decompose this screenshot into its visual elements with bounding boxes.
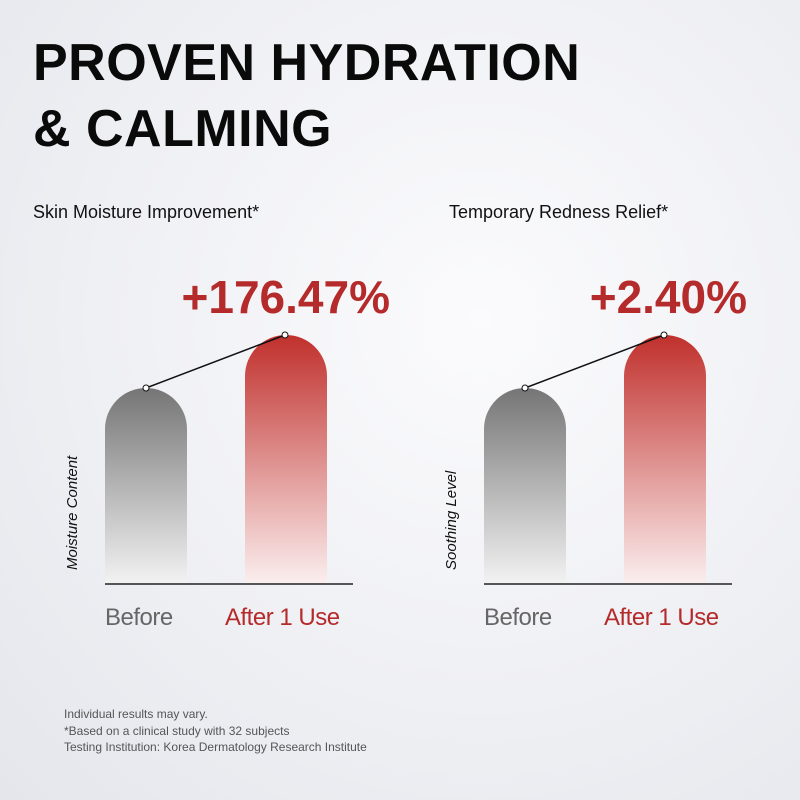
before-bar: [484, 388, 566, 583]
connector: [524, 334, 665, 389]
axis-label: Moisture Content: [64, 455, 81, 570]
after-bar: [624, 335, 706, 583]
category-label: Before: [484, 604, 552, 631]
result: +176.47%: [181, 271, 390, 323]
footnote: *Based on a clinical study with 32 subje…: [64, 724, 290, 738]
left-chart: [105, 331, 353, 585]
connector: [145, 334, 286, 389]
title: PROVEN HYDRATION: [33, 34, 581, 92]
connector-dot: [521, 384, 529, 392]
footnote: Testing Institution: Korea Dermatology R…: [64, 740, 367, 754]
title: & CALMING: [33, 100, 333, 158]
footnote: Individual results may vary.: [64, 707, 208, 721]
category-label: Before: [105, 604, 173, 631]
axis-label: Soothing Level: [443, 470, 460, 570]
category-label: After 1 Use: [225, 604, 340, 631]
subtitle: Temporary Redness Relief*: [449, 202, 669, 222]
connector-dot: [281, 331, 289, 339]
right-chart: [484, 331, 732, 585]
connector-dot: [142, 384, 150, 392]
category-label: After 1 Use: [604, 604, 719, 631]
before-bar: [105, 388, 187, 583]
subtitle: Skin Moisture Improvement*: [33, 202, 260, 222]
connector-dot: [660, 331, 668, 339]
result: +2.40%: [589, 271, 747, 323]
after-bar: [245, 335, 327, 583]
